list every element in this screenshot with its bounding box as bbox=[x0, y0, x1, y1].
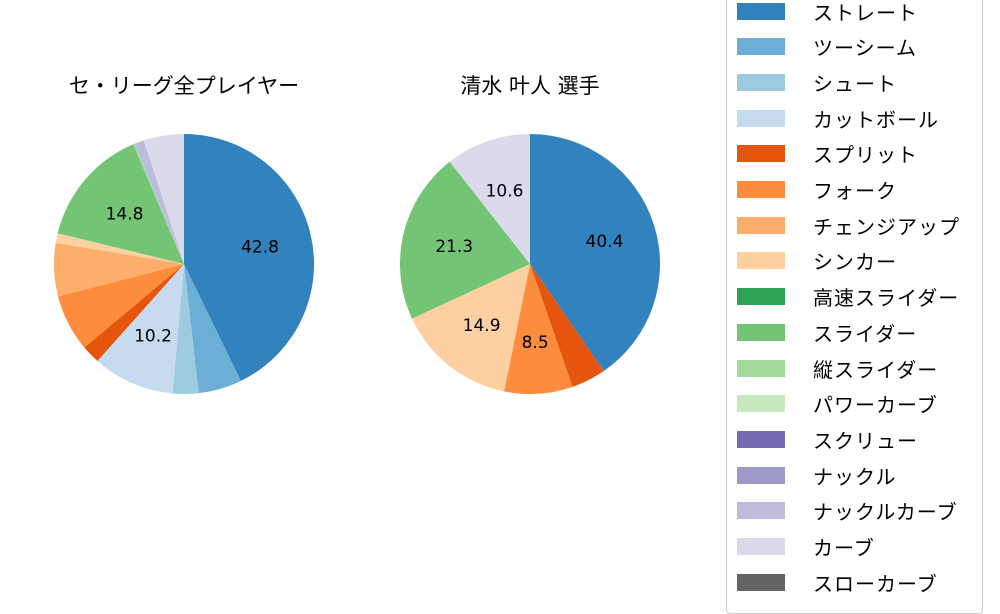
pie-slice bbox=[530, 264, 604, 387]
legend-swatch bbox=[737, 395, 785, 413]
legend-item: カットボール bbox=[737, 103, 939, 133]
pie-slice bbox=[134, 140, 184, 264]
pie-slice bbox=[84, 264, 184, 361]
pie-slice bbox=[449, 134, 530, 264]
pie-league: 42.8 10.2 14.8 bbox=[54, 134, 314, 394]
pie-slice bbox=[184, 134, 314, 381]
pie-slice bbox=[55, 233, 184, 264]
legend-label: スプリット bbox=[813, 143, 918, 168]
pie-player: 40.4 8.5 14.9 21.3 10.6 bbox=[400, 134, 660, 394]
slice-label: 21.3 bbox=[435, 237, 473, 257]
legend-swatch bbox=[737, 538, 785, 555]
legend-swatch bbox=[737, 359, 785, 377]
legend-label: ストレート bbox=[813, 0, 918, 25]
legend-swatch bbox=[737, 252, 785, 270]
legend-item: カーブ bbox=[737, 532, 875, 562]
legend-item: ツーシーム bbox=[737, 32, 917, 62]
legend-item: ストレート bbox=[737, 0, 918, 26]
legend: ストレートツーシームシュートカットボール スプリットフォークチェンジアップ シンカー… bbox=[726, 0, 983, 614]
pie-slice bbox=[184, 264, 241, 394]
legend-label: 縦スライダー bbox=[813, 357, 939, 382]
legend-label: チェンジアップ bbox=[813, 214, 960, 239]
legend-item: ナックルカーブ bbox=[737, 496, 958, 526]
legend-item: フォーク bbox=[737, 175, 897, 205]
legend-swatch bbox=[737, 2, 785, 20]
legend-item: 縦スライダー bbox=[737, 353, 938, 383]
legend-item: 高速スライダー bbox=[737, 282, 959, 312]
legend-label: ツーシーム bbox=[813, 36, 917, 61]
legend-swatch bbox=[737, 323, 785, 341]
legend-label: シンカー bbox=[813, 250, 897, 275]
pie-slice bbox=[172, 264, 199, 394]
pie-title-player: 清水 叶人 選手 bbox=[460, 74, 600, 98]
legend-swatch bbox=[737, 573, 785, 591]
slice-label: 10.6 bbox=[486, 181, 524, 201]
legend-label: 高速スライダー bbox=[813, 286, 960, 311]
legend-item: シュート bbox=[737, 67, 897, 97]
legend-swatch bbox=[737, 502, 785, 520]
legend-item: スクリュー bbox=[737, 424, 918, 454]
pie-slice bbox=[58, 264, 184, 348]
legend-swatch bbox=[737, 216, 785, 234]
slice-label: 8.5 bbox=[522, 333, 549, 353]
legend-swatch bbox=[737, 466, 785, 484]
pie-title-league: セ・リーグ全プレイヤー bbox=[68, 74, 300, 98]
pie-slice bbox=[143, 134, 184, 264]
legend-item: シンカー bbox=[737, 246, 897, 276]
pie-slice bbox=[57, 144, 184, 264]
slice-label: 40.4 bbox=[586, 232, 624, 252]
legend-label: シュート bbox=[813, 71, 897, 96]
legend-item: パワーカーブ bbox=[737, 389, 938, 419]
legend-item: スライダー bbox=[737, 317, 917, 347]
slice-label: 14.9 bbox=[463, 316, 501, 336]
legend-label: スクリュー bbox=[813, 428, 918, 453]
pie-charts: 42.8 10.2 14.8 40.4 8.5 14.9 21.3 10.6 bbox=[54, 134, 660, 394]
pie-slice bbox=[133, 143, 184, 264]
legend-swatch bbox=[737, 145, 785, 163]
pie-slice bbox=[530, 134, 660, 372]
pie-slice bbox=[412, 264, 530, 392]
legend-item: スローカーブ bbox=[737, 567, 938, 597]
legend-label: スローカーブ bbox=[813, 571, 938, 596]
slice-label: 42.8 bbox=[241, 238, 279, 258]
legend-label: パワーカーブ bbox=[813, 393, 938, 418]
legend-swatch bbox=[737, 430, 785, 448]
legend-label: ナックルカーブ bbox=[813, 500, 958, 525]
legend-item: ナックル bbox=[737, 460, 896, 490]
legend-label: スライダー bbox=[813, 321, 918, 346]
legend-swatch bbox=[737, 181, 785, 198]
pie-slice bbox=[504, 264, 573, 394]
legend-swatch bbox=[737, 73, 785, 91]
slice-label: 14.8 bbox=[106, 205, 144, 225]
legend-item: スプリット bbox=[737, 139, 918, 169]
legend-item: チェンジアップ bbox=[737, 210, 960, 240]
legend-label: ナックル bbox=[813, 464, 897, 489]
legend-swatch bbox=[737, 109, 785, 127]
legend-swatch bbox=[737, 288, 785, 306]
legend-label: カーブ bbox=[813, 536, 875, 560]
slice-label: 10.2 bbox=[134, 327, 172, 347]
pie-slice bbox=[400, 161, 530, 319]
legend-label: フォーク bbox=[813, 179, 897, 203]
pie-slice bbox=[54, 242, 184, 297]
legend-label: カットボール bbox=[813, 107, 939, 132]
legend-swatch bbox=[737, 38, 785, 56]
pie-slice bbox=[97, 264, 184, 394]
